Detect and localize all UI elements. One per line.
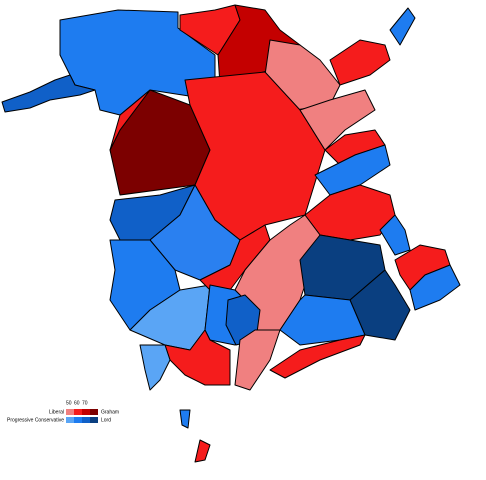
riding xyxy=(179,409,191,429)
legend: 50 60 70 Liberal Graham Progressive Cons… xyxy=(7,400,119,423)
riding xyxy=(109,89,151,151)
legend-party: Progressive Conservative xyxy=(7,417,64,423)
legend-leader: Lord xyxy=(101,417,111,423)
legend-swatch xyxy=(82,409,90,415)
riding xyxy=(389,7,416,46)
legend-scale: 70 xyxy=(82,400,88,406)
legend-scale: 50 xyxy=(66,400,72,406)
riding xyxy=(1,74,96,113)
riding xyxy=(139,344,171,391)
riding xyxy=(234,329,281,391)
ridings xyxy=(1,4,461,463)
riding xyxy=(279,294,366,346)
legend-party: Liberal xyxy=(49,409,64,415)
riding xyxy=(269,334,366,379)
riding xyxy=(409,264,461,311)
riding xyxy=(164,329,231,386)
legend-swatch xyxy=(90,409,98,415)
legend-swatch xyxy=(82,417,90,423)
riding xyxy=(379,214,411,256)
legend-swatch xyxy=(66,417,74,423)
legend-leader: Graham xyxy=(101,409,119,415)
riding xyxy=(329,39,391,86)
riding xyxy=(194,439,211,463)
legend-swatch xyxy=(90,417,98,423)
legend-swatch xyxy=(74,417,82,423)
legend-swatch xyxy=(66,409,74,415)
legend-scale: 60 xyxy=(74,400,80,406)
legend-swatch xyxy=(74,409,82,415)
